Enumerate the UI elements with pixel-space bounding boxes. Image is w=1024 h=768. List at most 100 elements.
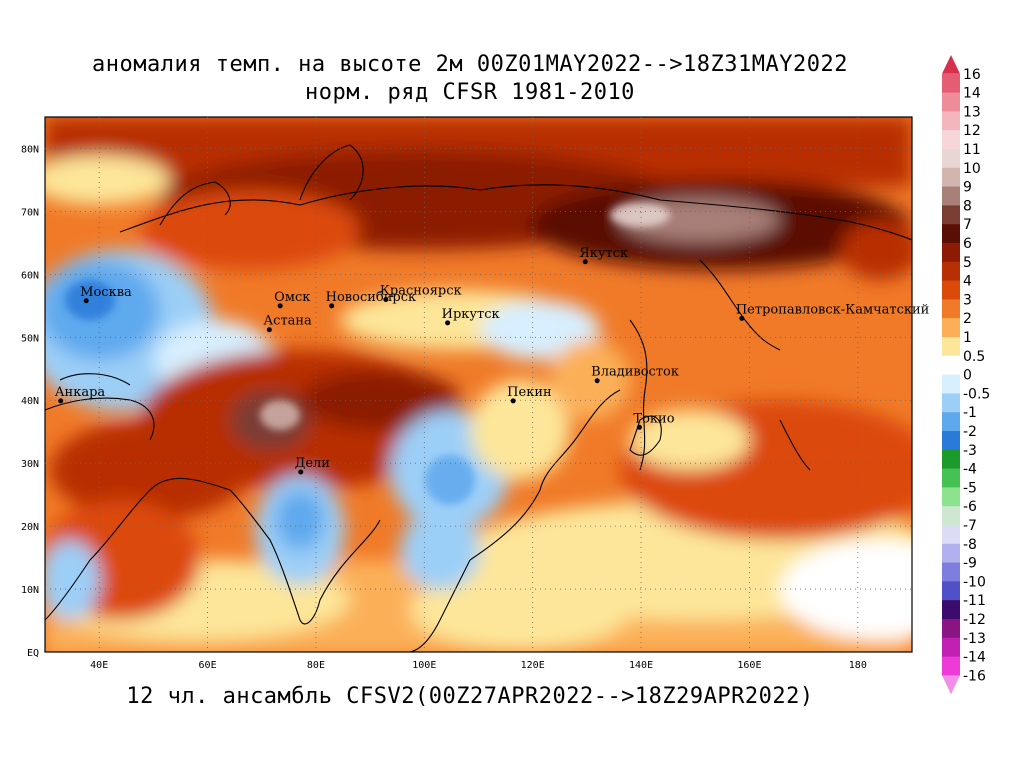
- city-label: Красноярск: [380, 284, 462, 299]
- colorbar-label: 13: [963, 104, 981, 120]
- city-dot: [383, 297, 389, 303]
- city-marker: Петропавловск-Камчатский: [736, 302, 929, 321]
- city-dot: [266, 327, 272, 333]
- lat-tick-label: 80N: [21, 144, 39, 155]
- colorbar-label: -5: [963, 480, 977, 496]
- city-dot: [510, 398, 516, 404]
- city-dot: [445, 320, 451, 326]
- lat-tick-label: 40N: [21, 396, 39, 407]
- colorbar-label: 14: [963, 86, 981, 102]
- colorbar-label: 0: [963, 368, 972, 384]
- colorbar-label: 12: [963, 123, 981, 139]
- lon-tick-label: 120E: [521, 660, 545, 671]
- city-marker: Астана: [263, 314, 312, 333]
- city-marker: Красноярск: [380, 284, 462, 303]
- city-marker: Москва: [80, 285, 132, 304]
- lon-tick-label: 60E: [199, 660, 217, 671]
- colorbar-label: -14: [963, 650, 986, 666]
- longitude-labels: 40E 60E 80E 100E 120E 140E 160E 180: [90, 660, 867, 671]
- lat-tick-label: 20N: [21, 522, 39, 533]
- plot-frame: [44, 116, 913, 653]
- colorbar-label: -3: [963, 443, 977, 459]
- city-dot: [83, 298, 89, 304]
- colorbar-label: -13: [963, 631, 986, 647]
- colorbar-label: -6: [963, 499, 977, 515]
- colorbar-swatch: [942, 374, 960, 394]
- city-marker: Дели: [295, 456, 330, 475]
- colorbar-label: -4: [963, 462, 977, 478]
- colorbar-label: 10: [963, 161, 981, 177]
- colorbar-swatch: [942, 280, 960, 300]
- city-label: Пекин: [507, 385, 551, 400]
- colorbar-swatch: [942, 111, 960, 131]
- colorbar-swatch: [942, 261, 960, 282]
- colorbar-swatch: [942, 487, 960, 507]
- colorbar-label: 16: [963, 67, 981, 83]
- city-label: Омск: [274, 290, 310, 305]
- colorbar-label: 11: [963, 142, 981, 158]
- anomaly-map: EQ 10N 20N 30N 40N 50N 60N 70N 80N 40E 60E 80E 100E…: [21, 116, 929, 671]
- colorbar-label: -7: [963, 518, 977, 534]
- city-label: Токио: [633, 411, 674, 426]
- lat-tick-label: 30N: [21, 459, 39, 470]
- city-dot: [739, 315, 745, 321]
- colorbar-label: -2: [963, 424, 977, 440]
- city-label: Москва: [80, 285, 132, 300]
- colorbar-swatch: [942, 543, 960, 564]
- city-dot: [58, 398, 64, 404]
- colorbar-label: 2: [963, 311, 972, 327]
- city-label: Владивосток: [591, 365, 679, 380]
- colorbar-swatch: [942, 506, 960, 526]
- colorbar-label: 0.5: [963, 349, 985, 365]
- lon-tick-label: 100E: [412, 660, 436, 671]
- colorbar-label: 9: [963, 180, 972, 196]
- city-marker: Владивосток: [591, 365, 679, 384]
- colorbar-swatch: [942, 581, 960, 601]
- city-marker: Пекин: [507, 385, 552, 404]
- colorbar-swatch: [942, 600, 960, 620]
- colorbar-label: -12: [963, 612, 986, 628]
- colorbar-label: -8: [963, 537, 977, 553]
- city-dot: [298, 469, 304, 475]
- anomaly-field: [45, 117, 912, 652]
- colorbar-label: 3: [963, 292, 972, 308]
- colorbar-label: 4: [963, 274, 972, 290]
- colorbar-swatch: [942, 318, 960, 338]
- colorbar-swatch: [942, 337, 960, 357]
- ensemble-caption: 12 чл. ансамбль CFSV2(00Z27APR2022-->18Z…: [126, 684, 814, 709]
- colorbar-swatch: [942, 92, 960, 112]
- colorbar-swatch: [942, 355, 960, 376]
- lon-tick-label: 80E: [307, 660, 325, 671]
- city-dot: [277, 303, 283, 309]
- city-label: Астана: [263, 314, 312, 329]
- colorbar-bottom-arrow: [942, 675, 960, 695]
- colorbar-label: -1: [963, 405, 977, 421]
- colorbar-label: 1: [963, 330, 972, 346]
- city-dot: [594, 378, 600, 384]
- colorbar-swatch: [942, 525, 960, 545]
- colorbar-swatch: [942, 562, 960, 582]
- map-title: аномалия темп. на высоте 2м 00Z01MAY2022…: [92, 52, 848, 77]
- lat-tick-label: 70N: [21, 207, 39, 218]
- coastlines: [45, 144, 912, 652]
- colorbar-swatch: [942, 149, 960, 169]
- city-marker: Анкара: [55, 385, 105, 404]
- colorbar-swatch: [942, 130, 960, 150]
- colorbar-swatch: [942, 637, 960, 658]
- colorbar-swatch: [942, 167, 960, 188]
- city-label: Иркутск: [442, 307, 500, 322]
- city-label: Якутск: [579, 246, 628, 261]
- colorbar-swatch: [942, 619, 960, 639]
- lat-tick-label: 50N: [21, 333, 39, 344]
- city-dot: [329, 303, 335, 309]
- colorbar-label: 7: [963, 217, 972, 233]
- lat-tick-label: 10N: [21, 585, 39, 596]
- colorbar-swatch: [942, 656, 960, 676]
- colorbar-swatch: [942, 393, 960, 413]
- colorbar-swatch: [942, 412, 960, 432]
- colorbar-top-arrow: [942, 55, 960, 74]
- colorbar-label: -10: [963, 574, 986, 590]
- lon-tick-label: 160E: [737, 660, 761, 671]
